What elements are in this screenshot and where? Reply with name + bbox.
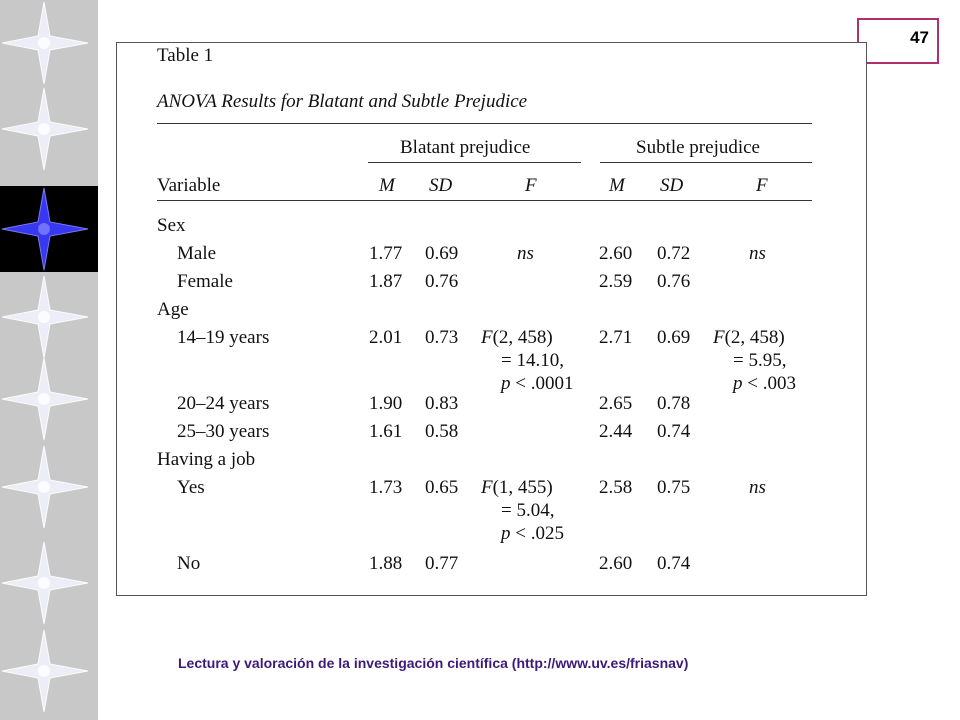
sidebar-star-icon: [0, 86, 98, 172]
cell-blatant-sd: 0.73: [425, 327, 459, 348]
cell-subtle-m: 2.60: [599, 553, 633, 574]
cell-subtle-sd: 0.74: [657, 421, 691, 442]
row-label: Female: [177, 271, 233, 292]
sidebar-star-icon: [0, 444, 98, 530]
cell-blatant-sd: 0.58: [425, 421, 459, 442]
row-label: 14–19 years: [177, 327, 270, 348]
footer-credit: Lectura y valoración de la investigación…: [178, 655, 689, 671]
cell-blatant-m: 1.90: [369, 393, 403, 414]
section-label: Having a job: [157, 449, 256, 470]
col-header-variable: Variable: [157, 175, 221, 196]
group-rule-subtle: [600, 162, 812, 163]
cell-subtle-m: 2.65: [599, 393, 633, 414]
cell-blatant-m: 1.61: [369, 421, 403, 442]
cell-blatant-m: 1.88: [369, 553, 403, 574]
cell-subtle-sd: 0.76: [657, 271, 691, 292]
slide-sidebar: [0, 0, 98, 720]
cell-blatant-f-stat-line: p < .025: [501, 523, 564, 544]
row-label: Male: [177, 243, 217, 264]
sidebar-star-icon: [0, 540, 98, 626]
cell-subtle-f-stat: ns: [749, 477, 766, 498]
cell-subtle-sd: 0.72: [657, 243, 691, 264]
cell-subtle-sd: 0.74: [657, 553, 691, 574]
section-label: Sex: [157, 215, 186, 236]
cell-blatant-f-stat-line: = 14.10,: [501, 350, 564, 371]
cell-subtle-sd: 0.75: [657, 477, 691, 498]
cell-blatant-f-stat-line: F(2, 458): [481, 327, 553, 348]
cell-blatant-f-stat-line: p < .0001: [501, 373, 574, 394]
group-header-blatant: Blatant prejudice: [400, 137, 531, 158]
cell-subtle-f-stat-line: = 5.95,: [733, 350, 787, 371]
header-rule: [157, 200, 812, 201]
group-rule-blatant: [368, 162, 581, 163]
cell-subtle-m: 2.58: [599, 477, 633, 498]
cell-blatant-sd: 0.76: [425, 271, 459, 292]
cell-blatant-sd: 0.83: [425, 393, 459, 414]
cell-subtle-sd: 0.69: [657, 327, 691, 348]
cell-subtle-m: 2.60: [599, 243, 633, 264]
cell-subtle-m: 2.59: [599, 271, 633, 292]
col-header-subtle-sd: SD: [660, 175, 684, 196]
cell-blatant-m: 2.01: [369, 327, 403, 348]
cell-blatant-sd: 0.77: [425, 553, 459, 574]
cell-blatant-f-stat-line: F(1, 455): [481, 477, 553, 498]
col-header-blatant-m: M: [379, 175, 395, 196]
sidebar-star-icon: [0, 186, 98, 272]
group-header-subtle: Subtle prejudice: [636, 137, 760, 158]
section-label: Age: [157, 299, 189, 320]
cell-subtle-m: 2.44: [599, 421, 633, 442]
row-label: Yes: [177, 477, 205, 498]
cell-blatant-f-stat: ns: [517, 243, 534, 264]
col-header-blatant-sd: SD: [429, 175, 453, 196]
cell-subtle-sd: 0.78: [657, 393, 691, 414]
col-header-subtle-f: F: [756, 175, 768, 196]
top-rule: [157, 123, 812, 124]
cell-blatant-sd: 0.69: [425, 243, 459, 264]
table-figure: Table 1 ANOVA Results for Blatant and Su…: [116, 42, 867, 596]
row-label: No: [177, 553, 201, 574]
cell-blatant-f-stat-line: = 5.04,: [501, 500, 555, 521]
col-header-blatant-f: F: [525, 175, 537, 196]
row-label: 25–30 years: [177, 421, 270, 442]
cell-subtle-m: 2.71: [599, 327, 633, 348]
cell-subtle-f-stat-line: p < .003: [733, 373, 796, 394]
page-number-box: 47: [857, 18, 939, 64]
sidebar-star-icon: [0, 356, 98, 442]
sidebar-star-icon: [0, 0, 98, 86]
page-number: 47: [910, 28, 929, 47]
cell-blatant-sd: 0.65: [425, 477, 459, 498]
row-label: 20–24 years: [177, 393, 270, 414]
cell-blatant-m: 1.77: [369, 243, 403, 264]
sidebar-star-icon: [0, 628, 98, 714]
cell-subtle-f-stat: ns: [749, 243, 766, 264]
col-header-subtle-m: M: [609, 175, 625, 196]
table-caption: ANOVA Results for Blatant and Subtle Pre…: [157, 91, 528, 112]
cell-subtle-f-stat-line: F(2, 458): [713, 327, 785, 348]
table-label: Table 1: [157, 45, 214, 66]
cell-blatant-m: 1.87: [369, 271, 403, 292]
cell-blatant-m: 1.73: [369, 477, 403, 498]
sidebar-star-icon: [0, 274, 98, 360]
